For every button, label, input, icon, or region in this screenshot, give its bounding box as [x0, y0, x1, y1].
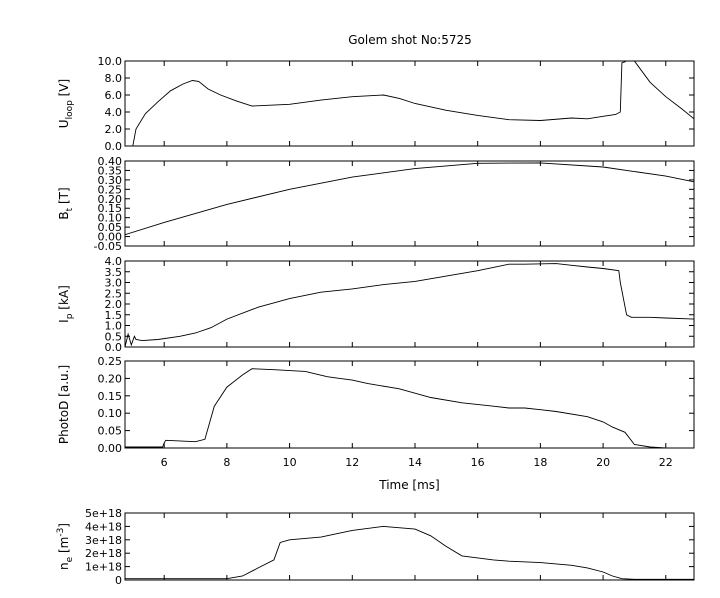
y-axis-label-part: PhotoD — [57, 401, 71, 444]
y-tick-label: 0.05 — [98, 221, 123, 234]
x-tick-label: 10 — [283, 456, 297, 469]
y-tick-label: 0.00 — [98, 231, 123, 244]
y-axis-label-part: [m — [57, 537, 71, 557]
y-tick-label: 1.0 — [105, 320, 123, 333]
y-tick-label: 3e+18 — [85, 534, 122, 547]
y-tick-label: 0.20 — [98, 193, 123, 206]
y-tick-label: 0.35 — [98, 164, 123, 177]
series-line — [125, 162, 694, 236]
y-tick-label: 0 — [115, 574, 122, 587]
y-axis-label-part: U — [57, 119, 71, 128]
y-axis-label: PhotoD [a.u.] — [57, 365, 71, 444]
y-tick-label: 4.0 — [105, 255, 123, 268]
y-tick-label: 2.0 — [105, 298, 123, 311]
y-tick-label: 2.5 — [105, 287, 123, 300]
y-tick-label: 0.0 — [105, 140, 123, 153]
y-tick-label: 0.15 — [98, 390, 123, 403]
x-tick-label: 8 — [223, 456, 230, 469]
y-axis-label-part: ] — [57, 523, 71, 528]
panel-0: 0.0 2.0 4.0 6.0 8.0 10.0 Uloop [V] — [57, 55, 695, 153]
y-tick-label: 5e+18 — [85, 507, 122, 520]
x-tick-label: 20 — [596, 456, 610, 469]
y-axis-label-part: [kA] — [57, 285, 71, 313]
y-tick-label: 0.05 — [98, 425, 123, 438]
y-tick-label: -0.05 — [94, 240, 122, 253]
y-tick-label: 3.0 — [105, 277, 123, 290]
y-tick-label: 0.0 — [105, 341, 123, 354]
x-tick-label: 18 — [533, 456, 547, 469]
y-tick-label: 2.0 — [105, 123, 123, 136]
panel-2: 0.00.51.01.52.02.53.03.54.0 Ip [kA] — [57, 255, 695, 354]
plot-frame — [124, 260, 695, 348]
x-axis-label: Time [ms] — [378, 478, 440, 492]
y-tick-label: 8.0 — [105, 72, 123, 85]
y-axis-label-part: t — [65, 207, 75, 211]
y-tick-label: 0.40 — [98, 155, 123, 168]
y-axis-label-part: loop — [65, 100, 75, 120]
y-tick-label: 3.5 — [105, 266, 123, 279]
y-axis-label-part: [T] — [57, 187, 71, 208]
y-tick-label: 10.0 — [98, 55, 123, 68]
plot-frame — [124, 512, 695, 581]
y-tick-label: 4.0 — [105, 106, 123, 119]
plot-frame — [124, 160, 695, 247]
y-axis-label-part: n — [57, 562, 71, 570]
series-line — [132, 61, 694, 146]
y-tick-label: 0.10 — [98, 407, 123, 420]
y-axis-label-part: B — [57, 211, 71, 219]
y-axis-label: Ip [kA] — [57, 285, 75, 323]
series-line — [125, 263, 694, 347]
y-tick-label: 0.10 — [98, 212, 123, 225]
y-axis-label: Bt [T] — [57, 187, 75, 219]
x-tick-label: 16 — [471, 456, 485, 469]
series-line — [125, 525, 694, 580]
y-axis-label: ne [m-3] — [56, 523, 75, 570]
panel-3: 0.00 0.05 0.10 0.15 0.20 0.25 6 8 10 12 14 16 18 20 22… — [57, 355, 695, 492]
y-axis-label-part: I — [57, 319, 71, 323]
plot-frame — [124, 60, 695, 147]
y-tick-label: 4e+18 — [85, 520, 122, 533]
y-axis-label-part: [a.u.] — [57, 365, 71, 401]
y-axis-label: Uloop [V] — [57, 79, 75, 128]
x-tick-label: 14 — [408, 456, 422, 469]
y-tick-label: 0.00 — [98, 442, 123, 455]
y-tick-label: 0.25 — [98, 355, 123, 368]
y-axis-label-part: e — [65, 556, 75, 562]
x-tick-label: 12 — [345, 456, 359, 469]
chart-title: Golem shot No:5725 — [348, 33, 471, 47]
y-tick-label: 0.15 — [98, 202, 123, 215]
y-tick-label: 0.20 — [98, 372, 123, 385]
plot-frame — [124, 360, 695, 449]
y-axis-label-part: -3 — [56, 528, 66, 537]
y-tick-label: 0.30 — [98, 174, 123, 187]
y-tick-label: 2e+18 — [85, 547, 122, 560]
y-tick-label: 0.25 — [98, 183, 123, 196]
y-tick-label: 1.5 — [105, 309, 123, 322]
y-axis-label-part: p — [65, 313, 75, 319]
y-tick-label: 1e+18 — [85, 561, 122, 574]
y-tick-label: 6.0 — [105, 89, 123, 102]
panel-1: -0.050.000.050.100.150.200.250.300.350.4… — [57, 155, 695, 253]
x-tick-label: 6 — [161, 456, 168, 469]
x-tick-label: 22 — [659, 456, 673, 469]
y-tick-label: 0.5 — [105, 330, 123, 343]
y-axis-label-part: [V] — [57, 79, 71, 100]
series-line — [125, 368, 694, 448]
